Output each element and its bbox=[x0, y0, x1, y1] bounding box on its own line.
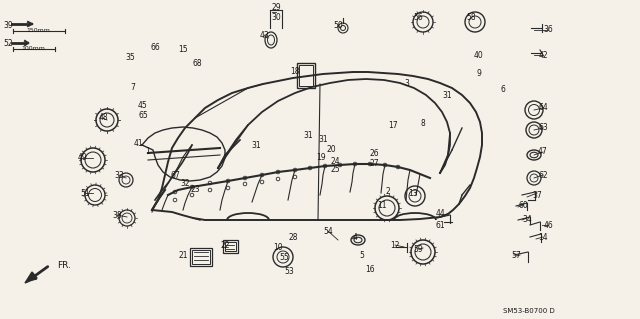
Text: 55: 55 bbox=[279, 253, 289, 262]
Text: 28: 28 bbox=[288, 233, 298, 241]
Text: 17: 17 bbox=[388, 122, 398, 130]
Bar bbox=[190, 248, 212, 266]
Text: 64: 64 bbox=[538, 103, 548, 113]
Text: 27: 27 bbox=[369, 159, 379, 167]
Text: 32: 32 bbox=[180, 179, 190, 188]
Text: 49: 49 bbox=[77, 153, 87, 162]
Text: 34: 34 bbox=[522, 214, 532, 224]
Text: 26: 26 bbox=[369, 149, 379, 158]
Text: 36: 36 bbox=[543, 26, 553, 34]
Text: 46: 46 bbox=[543, 221, 553, 231]
Text: 53: 53 bbox=[284, 268, 294, 277]
Polygon shape bbox=[25, 272, 37, 283]
Text: 40: 40 bbox=[473, 51, 483, 61]
Text: 23: 23 bbox=[190, 186, 200, 195]
Text: 59: 59 bbox=[413, 244, 423, 254]
Text: 1: 1 bbox=[146, 147, 150, 157]
Text: 31: 31 bbox=[251, 140, 261, 150]
Bar bbox=[297, 63, 315, 88]
Text: 37: 37 bbox=[532, 190, 542, 199]
Text: 54: 54 bbox=[323, 226, 333, 235]
Text: 56: 56 bbox=[413, 13, 423, 23]
Text: 48: 48 bbox=[98, 114, 108, 122]
Bar bbox=[225, 242, 236, 251]
Text: 57: 57 bbox=[511, 251, 521, 261]
Text: 58: 58 bbox=[466, 13, 476, 23]
Text: 31: 31 bbox=[303, 130, 313, 139]
Text: 19: 19 bbox=[316, 153, 326, 162]
Text: 12: 12 bbox=[390, 241, 400, 249]
Text: 31: 31 bbox=[442, 92, 452, 100]
Text: 13: 13 bbox=[408, 189, 418, 197]
Text: 43: 43 bbox=[259, 31, 269, 40]
Text: 38: 38 bbox=[112, 211, 122, 219]
Text: 33: 33 bbox=[114, 170, 124, 180]
Text: 3: 3 bbox=[404, 78, 410, 87]
Text: 47: 47 bbox=[538, 147, 548, 157]
Text: 10: 10 bbox=[273, 242, 283, 251]
Text: 15: 15 bbox=[178, 46, 188, 55]
Text: 8: 8 bbox=[420, 120, 426, 129]
Text: SM53-B0700 D: SM53-B0700 D bbox=[503, 308, 555, 314]
Text: 60: 60 bbox=[518, 202, 528, 211]
Text: 44: 44 bbox=[435, 210, 445, 219]
Text: 39: 39 bbox=[3, 20, 13, 29]
Text: 41: 41 bbox=[133, 138, 143, 147]
Text: 29: 29 bbox=[271, 4, 281, 12]
Text: 42: 42 bbox=[538, 50, 548, 60]
Text: 6: 6 bbox=[500, 85, 506, 94]
Text: 66: 66 bbox=[150, 42, 160, 51]
Text: 63: 63 bbox=[538, 123, 548, 132]
Text: 2: 2 bbox=[386, 188, 390, 197]
Text: 62: 62 bbox=[538, 170, 548, 180]
Bar bbox=[192, 250, 210, 264]
Text: 11: 11 bbox=[377, 202, 387, 211]
Bar bbox=[223, 240, 238, 253]
Text: 52: 52 bbox=[3, 39, 13, 48]
Bar bbox=[299, 65, 313, 86]
Text: 24: 24 bbox=[330, 158, 340, 167]
Text: 21: 21 bbox=[179, 251, 188, 261]
Text: 4: 4 bbox=[353, 233, 357, 241]
Text: FR.: FR. bbox=[57, 261, 71, 270]
Text: 7: 7 bbox=[131, 84, 136, 93]
Text: 100mm: 100mm bbox=[21, 46, 45, 50]
Text: 50: 50 bbox=[333, 20, 343, 29]
Text: 61: 61 bbox=[435, 221, 445, 231]
Text: 22: 22 bbox=[220, 241, 230, 249]
Text: 30: 30 bbox=[271, 12, 281, 21]
Text: 31: 31 bbox=[318, 136, 328, 145]
Text: 25: 25 bbox=[330, 166, 340, 174]
Text: 68: 68 bbox=[192, 60, 202, 69]
Text: 20: 20 bbox=[326, 145, 336, 154]
Text: 5: 5 bbox=[360, 250, 364, 259]
Text: 51: 51 bbox=[80, 189, 90, 197]
Text: 45: 45 bbox=[138, 100, 148, 109]
Text: 18: 18 bbox=[291, 68, 300, 77]
Text: 67: 67 bbox=[170, 170, 180, 180]
Text: 35: 35 bbox=[125, 54, 135, 63]
Text: 9: 9 bbox=[477, 69, 481, 78]
Text: 150mm: 150mm bbox=[26, 27, 50, 33]
Text: 16: 16 bbox=[365, 265, 375, 275]
Text: 65: 65 bbox=[138, 110, 148, 120]
Text: 14: 14 bbox=[538, 234, 548, 242]
